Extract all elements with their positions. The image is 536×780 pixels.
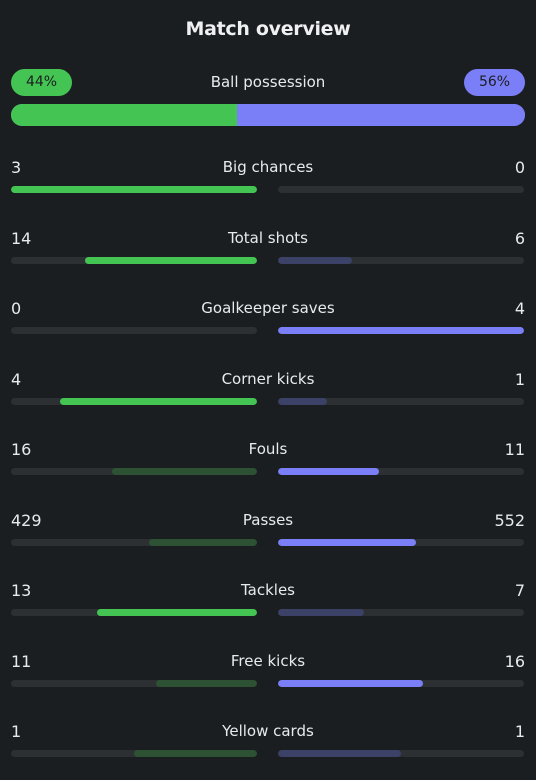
home-stat-bar (111, 468, 257, 475)
away-stat-track (278, 257, 524, 264)
home-stat-bar (97, 609, 257, 616)
home-stat-track (11, 680, 257, 687)
away-stat-value: 11 (504, 440, 525, 459)
away-possession-fill (237, 104, 525, 126)
home-stat-value: 11 (11, 652, 32, 671)
away-stat-value: 7 (514, 581, 525, 600)
away-stat-bar (278, 680, 424, 687)
home-stat-track (11, 609, 257, 616)
away-stat-bar (278, 327, 524, 334)
stat-label: Tackles (240, 581, 296, 599)
stat-row: 4 Corner kicks 1 (11, 370, 525, 410)
home-stat-bar (156, 680, 257, 687)
stat-label: Free kicks (230, 652, 306, 670)
away-stat-track (278, 186, 524, 193)
stat-row: 3 Big chances 0 (11, 158, 525, 198)
stat-row: 11 Free kicks 16 (11, 652, 525, 692)
away-stat-track (278, 327, 524, 334)
away-stat-bar (278, 398, 328, 405)
home-stat-bar (134, 750, 257, 757)
page-title: Match overview (185, 18, 351, 40)
home-stat-value: 0 (11, 299, 22, 318)
stat-row: 13 Tackles 7 (11, 581, 525, 621)
stat-label: Goalkeeper saves (201, 299, 335, 317)
possession-header: 44% Ball possession 56% (11, 69, 525, 97)
away-stat-value: 4 (514, 299, 525, 318)
away-stat-value: 552 (494, 511, 525, 530)
home-stat-bar (84, 257, 257, 264)
away-stat-bar (278, 468, 379, 475)
away-stat-value: 1 (514, 722, 525, 741)
away-stat-value: 6 (514, 229, 525, 248)
stat-row: 0 Goalkeeper saves 4 (11, 299, 525, 339)
away-stat-value: 1 (514, 370, 525, 389)
away-stat-bar (278, 539, 416, 546)
away-stat-bar (278, 609, 365, 616)
possession-label: Ball possession (210, 73, 326, 91)
stat-row: 429 Passes 552 (11, 511, 525, 551)
away-stat-value: 16 (504, 652, 525, 671)
away-stat-track (278, 680, 524, 687)
home-stat-value: 429 (11, 511, 42, 530)
home-stat-track (11, 257, 257, 264)
possession-bar (11, 104, 525, 126)
stat-label: Yellow cards (222, 722, 314, 740)
away-stat-track (278, 750, 524, 757)
home-stat-value: 16 (11, 440, 32, 459)
away-stat-track (278, 609, 524, 616)
stat-row: 14 Total shots 6 (11, 229, 525, 269)
home-stat-value: 14 (11, 229, 32, 248)
home-stat-track (11, 468, 257, 475)
home-stat-track (11, 539, 257, 546)
home-stat-value: 3 (11, 158, 22, 177)
stat-label: Total shots (228, 229, 308, 247)
stat-row: 1 Yellow cards 1 (11, 722, 525, 762)
home-stat-bar (11, 186, 257, 193)
home-stat-track (11, 327, 257, 334)
home-possession-badge: 44% (11, 69, 72, 96)
stat-label: Big chances (222, 158, 314, 176)
away-stat-track (278, 398, 524, 405)
stat-label: Passes (242, 511, 294, 529)
away-stat-bar (278, 750, 401, 757)
home-stat-value: 13 (11, 581, 32, 600)
away-stat-value: 0 (514, 158, 525, 177)
home-possession-fill (11, 104, 238, 126)
home-stat-value: 4 (11, 370, 22, 389)
away-stat-track (278, 539, 524, 546)
home-stat-value: 1 (11, 722, 22, 741)
home-stat-bar (148, 539, 257, 546)
away-stat-bar (278, 257, 352, 264)
home-stat-track (11, 186, 257, 193)
stat-label: Corner kicks (221, 370, 315, 388)
stat-row: 16 Fouls 11 (11, 440, 525, 480)
home-stat-track (11, 750, 257, 757)
away-possession-badge: 56% (464, 69, 525, 96)
home-stat-track (11, 398, 257, 405)
home-stat-bar (60, 398, 257, 405)
stat-label: Fouls (248, 440, 288, 458)
away-stat-track (278, 468, 524, 475)
